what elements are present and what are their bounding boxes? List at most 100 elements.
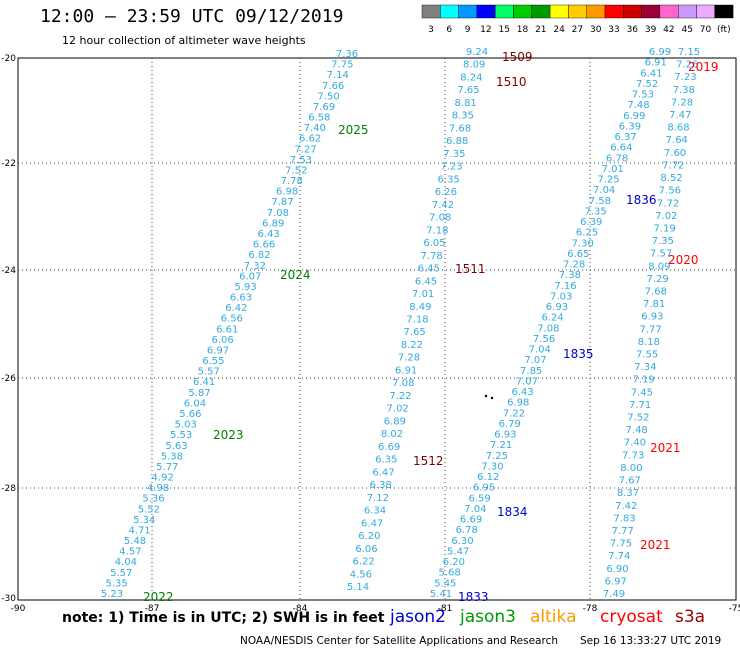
- wave-height-value: 7.60: [664, 148, 686, 159]
- wave-height-value: 4.92: [152, 473, 174, 484]
- wave-height-value: 6.79: [499, 419, 521, 430]
- wave-height-value: 7.56: [659, 186, 681, 197]
- wave-height-value: 7.47: [669, 110, 691, 121]
- wave-height-value: 6.62: [299, 134, 321, 145]
- wave-height-value: 6.89: [262, 218, 284, 229]
- track-time-label: 1509: [502, 50, 533, 64]
- wave-height-value: 7.16: [554, 281, 576, 292]
- track-time-label: 2021: [650, 441, 681, 455]
- wave-height-value: 8.09: [463, 60, 485, 71]
- legend-label: 21: [535, 25, 546, 35]
- wave-height-value: 7.22: [503, 408, 525, 419]
- wave-height-value: 7.56: [533, 334, 555, 345]
- wave-height-value: 8.22: [401, 340, 423, 351]
- page-subtitle: 12 hour collection of altimeter wave hei…: [62, 34, 306, 47]
- satellite-legend-cryosat: cryosat: [600, 607, 663, 627]
- wave-height-value: 5.68: [438, 568, 460, 579]
- wave-height-value: 7.29: [646, 274, 668, 285]
- wave-height-value: 6.88: [446, 136, 468, 147]
- wave-height-value: 7.72: [657, 198, 679, 209]
- wave-height-value: 7.57: [650, 249, 672, 260]
- wave-height-value: 6.04: [184, 398, 206, 409]
- track-time-label: 1512: [413, 454, 444, 468]
- wave-height-value: 7.22: [389, 391, 411, 402]
- wave-height-value: 6.59: [469, 493, 491, 504]
- wave-height-value: 6.78: [456, 525, 478, 536]
- wave-height-value: 6.25: [576, 228, 598, 239]
- color-scale-legend: 3 6 9 12 15 18 21 24 27 30 33 36 39 42 45 70 (ft): [421, 4, 734, 35]
- wave-height-value: 5.93: [234, 282, 256, 293]
- wave-height-value: 7.01: [602, 164, 624, 175]
- wave-height-value: 7.08: [429, 213, 451, 224]
- wave-height-value: 7.42: [432, 200, 454, 211]
- wave-height-value: 6.69: [460, 515, 482, 526]
- wave-height-value: 6.22: [353, 557, 375, 568]
- wave-height-value: 6.97: [605, 576, 627, 587]
- wave-height-value: 5.66: [179, 409, 201, 420]
- wave-height-value: 6.65: [567, 249, 589, 260]
- wave-height-value: 8.09: [648, 261, 670, 272]
- wave-height-value: 7.02: [387, 404, 409, 415]
- longitude-label: -75: [729, 604, 740, 614]
- legend-label: 15: [498, 25, 509, 35]
- wave-height-value: 8.49: [409, 302, 431, 313]
- legend-label: 36: [627, 25, 639, 35]
- wave-height-value: 6.39: [580, 217, 602, 228]
- wave-height-value: 6.55: [202, 356, 224, 367]
- wave-height-value: 7.58: [589, 196, 611, 207]
- wave-height-value: 6.45: [418, 264, 440, 275]
- wave-height-value: 7.77: [612, 526, 634, 537]
- wave-height-value: 6.58: [308, 113, 330, 124]
- wave-height-value: 5.41: [430, 589, 452, 600]
- satellite-tracks: 5.235.355.574.044.575.484.715.345.525.36…: [101, 47, 700, 600]
- track-time-label: 2021: [640, 538, 671, 552]
- wave-height-value: 7.04: [529, 345, 551, 356]
- latitude-label: -28: [1, 484, 16, 494]
- wave-height-value: 7.23: [440, 162, 462, 173]
- wave-height-value: 6.06: [355, 544, 377, 555]
- wave-height-value: 7.48: [626, 425, 648, 436]
- wave-height-value: 6.90: [606, 564, 628, 575]
- legend-label: 45: [681, 25, 692, 35]
- legend-swatch: [513, 4, 532, 19]
- satellite-legend-jason2: jason2: [390, 607, 446, 627]
- wave-height-value: 6.34: [364, 506, 386, 517]
- wave-height-value: 7.78: [421, 251, 443, 262]
- satellite-legend-s3a: s3a: [675, 607, 706, 627]
- latitude-label: -24: [1, 266, 16, 276]
- track-time-label: 2022: [143, 590, 174, 604]
- wave-height-value: 6.93: [494, 430, 516, 441]
- wave-height-value: 7.49: [603, 589, 625, 600]
- legend-swatch: [659, 4, 679, 19]
- legend-swatch: [678, 4, 697, 19]
- longitude-label: -81: [438, 604, 453, 614]
- units-note: note: 1) Time is in UTC; 2) SWH is in fe…: [62, 610, 385, 626]
- wave-height-value: 7.85: [520, 366, 542, 377]
- wave-height-value: 7.73: [622, 450, 644, 461]
- latitude-label: -20: [1, 54, 16, 64]
- wave-height-value: 5.45: [434, 578, 456, 589]
- wave-height-value: 6.99: [649, 47, 671, 58]
- wave-height-value: 5.47: [447, 546, 469, 557]
- wave-height-value: 7.15: [678, 47, 700, 58]
- track-time-label: 2019: [688, 60, 719, 74]
- track-time-label: 1833: [458, 590, 489, 604]
- longitude-label: -90: [11, 604, 26, 614]
- wave-height-value: 5.03: [175, 420, 197, 431]
- wave-height-value: 7.07: [516, 376, 538, 387]
- longitude-label: -87: [145, 604, 160, 614]
- wave-height-value: 6.93: [546, 302, 568, 313]
- wave-height-value: 5.57: [110, 568, 132, 579]
- wave-height-value: 7.35: [443, 149, 465, 160]
- wave-height-value: 7.36: [336, 49, 358, 60]
- wave-height-value: 7.03: [550, 291, 572, 302]
- wave-height-value: 6.66: [253, 240, 275, 251]
- wave-height-value: 6.37: [615, 132, 637, 143]
- legend-label: 70: [700, 25, 712, 35]
- legend-swatch: [495, 4, 514, 19]
- wave-height-value: 4.56: [350, 569, 372, 580]
- wave-height-value: 7.69: [313, 102, 335, 113]
- wave-height-value: 7.28: [563, 260, 585, 271]
- track-time-label: 1835: [563, 347, 594, 361]
- wave-height-value: 6.98: [276, 187, 298, 198]
